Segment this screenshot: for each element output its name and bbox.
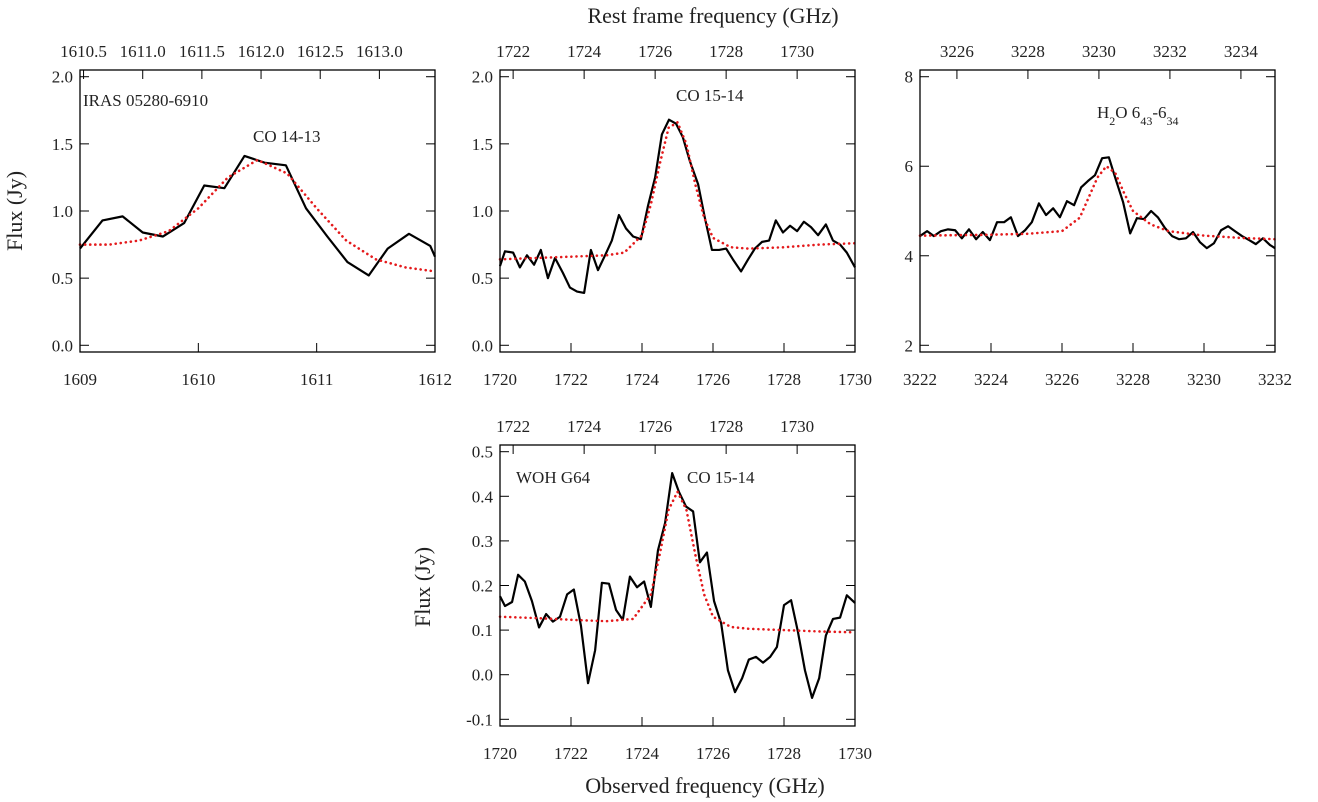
x-tick-label: 1612: [418, 370, 452, 389]
x2-tick-label: 1726: [638, 417, 672, 436]
y-tick-label: 0.2: [472, 577, 493, 596]
annotation-part: -6: [1152, 103, 1166, 122]
y-tick-label: 0.3: [472, 532, 493, 551]
y-tick-label: 0.0: [472, 666, 493, 685]
x2-tick-label: 3230: [1082, 42, 1116, 61]
spectrum-line: [498, 118, 856, 295]
annotation-part: IRAS 05280-6910: [83, 91, 208, 110]
annotation: IRAS 05280-6910: [83, 91, 208, 110]
y-tick-label: 2: [905, 336, 914, 355]
x-tick-label: 1728: [767, 370, 801, 389]
x2-tick-label: 1724: [567, 42, 602, 61]
x2-tick-label: 1610.5: [60, 42, 107, 61]
annotation-part: CO 15-14: [687, 468, 755, 487]
y-tick-label: 1.0: [52, 202, 73, 221]
spectrum-line: [919, 156, 1276, 250]
x-tick-label: 1722: [554, 744, 588, 763]
x-tick-label: 3232: [1258, 370, 1292, 389]
annotation: CO 14-13: [253, 127, 321, 146]
fit-line: [498, 490, 857, 634]
top-axis-title: Rest frame frequency (GHz): [587, 3, 838, 28]
annotation-part: WOH G64: [516, 468, 591, 487]
fit-line: [78, 158, 437, 273]
annotation-part: CO 15-14: [676, 86, 744, 105]
x2-tick-label: 1728: [709, 417, 743, 436]
plot-frame: [79, 69, 436, 353]
y-axis-title: Flux (Jy): [410, 547, 435, 627]
annotation: H2O 643-634: [1097, 103, 1178, 128]
y-tick-label: 0.1: [472, 621, 493, 640]
y-tick-label: 1.5: [472, 135, 493, 154]
y-tick-label: 2.0: [472, 68, 493, 87]
x-tick-label: 3224: [974, 370, 1009, 389]
x-tick-label: 3228: [1116, 370, 1150, 389]
x2-tick-label: 3232: [1153, 42, 1187, 61]
annotation-part: 2: [1109, 114, 1115, 128]
plot-frame: [499, 444, 856, 727]
y-tick-label: 0.5: [52, 269, 73, 288]
plot-frame: [499, 69, 856, 353]
annotation: WOH G64: [516, 468, 591, 487]
x2-tick-label: 3226: [940, 42, 974, 61]
x2-tick-label: 3234: [1224, 42, 1259, 61]
x-tick-label: 1609: [63, 370, 97, 389]
x2-tick-label: 1722: [496, 417, 530, 436]
fit-line: [498, 121, 857, 261]
x2-tick-label: 1726: [638, 42, 672, 61]
x-tick-label: 1611: [300, 370, 333, 389]
plot-frame: [919, 69, 1276, 353]
y-tick-label: 0.0: [52, 336, 73, 355]
annotation-part: CO 14-13: [253, 127, 321, 146]
x-tick-label: 3222: [903, 370, 937, 389]
x2-tick-label: 1612.5: [297, 42, 344, 61]
x-tick-label: 1720: [483, 370, 517, 389]
x-tick-label: 1726: [696, 370, 730, 389]
x-tick-label: 1724: [625, 370, 660, 389]
x2-tick-label: 1730: [780, 42, 814, 61]
spectrum-line: [499, 472, 856, 699]
y-axis-title: Flux (Jy): [2, 171, 27, 251]
annotation-part: H: [1097, 103, 1109, 122]
y-tick-label: 4: [905, 247, 914, 266]
y-tick-label: 1.0: [472, 202, 493, 221]
annotation: CO 15-14: [676, 86, 744, 105]
y-tick-label: -0.1: [466, 710, 493, 729]
x-tick-label: 3226: [1045, 370, 1079, 389]
x2-tick-label: 1613.0: [356, 42, 403, 61]
y-tick-label: 0.0: [472, 336, 493, 355]
y-tick-label: 2.0: [52, 68, 73, 87]
x-tick-label: 1720: [483, 744, 517, 763]
x-tick-label: 1730: [838, 370, 872, 389]
y-tick-label: 0.4: [472, 487, 494, 506]
x2-tick-label: 1730: [780, 417, 814, 436]
y-tick-label: 6: [905, 157, 914, 176]
x2-tick-label: 1611.5: [179, 42, 225, 61]
x-tick-label: 1728: [767, 744, 801, 763]
x2-tick-label: 1728: [709, 42, 743, 61]
bottom-axis-title: Observed frequency (GHz): [585, 773, 824, 798]
y-tick-label: 0.5: [472, 443, 493, 462]
x-tick-label: 1722: [554, 370, 588, 389]
annotation-part: 34: [1166, 114, 1178, 128]
x2-tick-label: 3228: [1011, 42, 1045, 61]
x-tick-label: 3230: [1187, 370, 1221, 389]
annotation-part: 43: [1140, 114, 1152, 128]
x-tick-label: 1730: [838, 744, 872, 763]
x2-tick-label: 1611.0: [120, 42, 166, 61]
fit-line: [918, 164, 1277, 241]
x-tick-label: 1726: [696, 744, 730, 763]
annotation: CO 15-14: [687, 468, 755, 487]
x-tick-label: 1610: [181, 370, 215, 389]
y-tick-label: 8: [905, 68, 914, 87]
spectrum-line: [79, 154, 437, 277]
y-tick-label: 0.5: [472, 269, 493, 288]
y-tick-label: 1.5: [52, 135, 73, 154]
x2-tick-label: 1722: [496, 42, 530, 61]
x-tick-label: 1724: [625, 744, 660, 763]
annotation-part: O 6: [1115, 103, 1140, 122]
x2-tick-label: 1724: [567, 417, 602, 436]
x2-tick-label: 1612.0: [238, 42, 285, 61]
